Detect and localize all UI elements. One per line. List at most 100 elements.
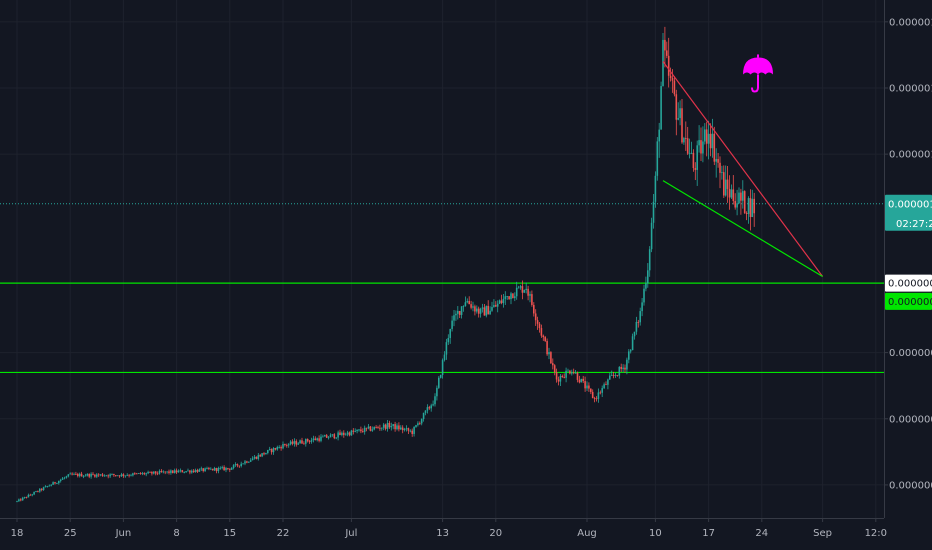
candle-body: [483, 307, 486, 316]
candle-body: [145, 473, 147, 475]
candle-body: [479, 308, 482, 314]
candle-body: [626, 359, 628, 370]
candle-body: [384, 424, 387, 429]
candle-body: [39, 488, 41, 492]
candle-body: [208, 468, 210, 470]
x-tick-label: 18: [11, 528, 24, 539]
candle-body: [544, 337, 546, 342]
candle-body: [158, 471, 161, 474]
annotations: [743, 54, 773, 93]
candle-body: [286, 444, 288, 446]
time-axis[interactable]: [0, 518, 932, 550]
candle-body: [240, 463, 242, 466]
candle-body: [496, 303, 499, 307]
candle-body: [360, 429, 362, 432]
x-tick-label: 10: [649, 528, 662, 539]
candle-body: [711, 133, 714, 149]
candle-body: [386, 422, 389, 429]
candle-body: [52, 482, 54, 485]
candle-body: [225, 467, 227, 471]
candle-body: [92, 473, 94, 475]
candle-body: [139, 473, 142, 474]
candle-body: [322, 436, 324, 438]
green-price-badge: [885, 292, 932, 310]
candle-body: [715, 158, 717, 162]
candle-body: [534, 313, 537, 321]
candle-body: [430, 405, 432, 409]
candle-body: [291, 441, 294, 444]
candle-body: [742, 191, 744, 201]
candle-body: [268, 449, 271, 451]
candle-body: [48, 485, 51, 487]
candle-body: [331, 434, 334, 436]
candle-body: [234, 464, 237, 466]
candle-body: [508, 296, 510, 300]
candle-body: [314, 438, 317, 441]
candle-body: [115, 475, 117, 476]
candle-body: [707, 133, 710, 144]
candle-body: [50, 484, 52, 486]
y-tick-label: 0.00000020: [889, 480, 932, 491]
candle-body: [77, 473, 79, 477]
candle-body: [362, 431, 364, 432]
candle-body: [316, 438, 318, 441]
candle-body: [261, 453, 263, 457]
candle-body: [411, 430, 413, 434]
candle-body: [445, 342, 448, 355]
candle-body: [648, 249, 651, 271]
candle-body: [147, 471, 149, 474]
candle-body: [468, 301, 470, 305]
candle-body: [191, 470, 193, 473]
candle-body: [270, 449, 273, 453]
candle-body: [751, 198, 754, 218]
candle-body: [495, 305, 497, 307]
candle-body: [645, 283, 647, 289]
candle-body: [660, 86, 662, 130]
candle-body: [677, 118, 679, 120]
candle-body: [572, 372, 575, 374]
candle-body: [546, 341, 548, 355]
candle-body: [213, 468, 216, 471]
candle-body: [27, 494, 30, 498]
x-tick-label: 15: [223, 528, 236, 539]
candle-body: [297, 443, 299, 445]
candle-body: [82, 475, 85, 477]
x-tick-label: Jun: [115, 528, 132, 539]
candle-body: [743, 191, 746, 213]
candle-body: [390, 426, 393, 428]
candle-body: [721, 172, 723, 173]
umbrella-icon[interactable]: [743, 54, 773, 93]
candle-body: [211, 468, 214, 471]
candle-body: [16, 501, 18, 502]
candle-body: [343, 432, 345, 435]
candle-body: [590, 388, 592, 392]
candle-body: [160, 471, 163, 473]
trendline[interactable]: [662, 61, 824, 277]
candle-body: [179, 470, 182, 472]
candle-body: [472, 306, 474, 308]
candle-body: [622, 367, 624, 369]
candle-body: [398, 425, 400, 430]
candle-body: [493, 305, 495, 308]
candle-body: [601, 388, 603, 393]
level-price-badge-label: 0.00000081: [888, 279, 932, 290]
candle-body: [204, 468, 206, 472]
candle-body: [512, 293, 514, 299]
candle-body: [559, 375, 562, 382]
candle-body: [162, 471, 165, 473]
candle-body: [394, 424, 396, 430]
candle-body: [305, 439, 307, 444]
candle-body: [548, 352, 550, 355]
candle-body: [382, 424, 385, 428]
candle-body: [346, 432, 349, 435]
candle-body: [563, 377, 565, 378]
candle-body: [109, 474, 111, 477]
candle-body: [149, 471, 151, 473]
trendline[interactable]: [662, 180, 823, 278]
candle-body: [400, 427, 402, 430]
candle-body: [403, 429, 406, 431]
candle-body: [306, 439, 309, 442]
candle-body: [103, 475, 106, 477]
